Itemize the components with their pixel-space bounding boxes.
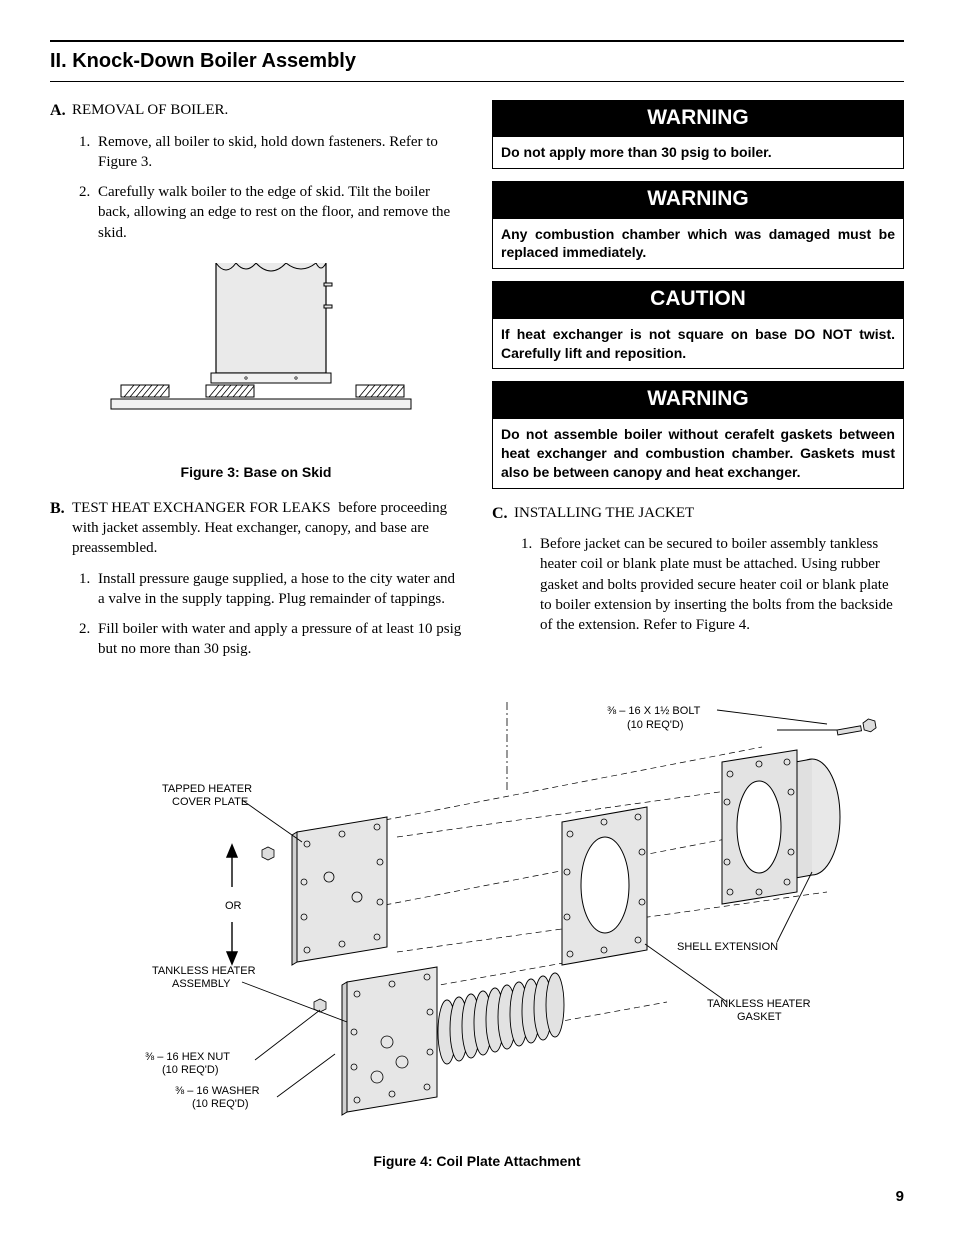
fig4-bolt-label: ⅜ – 16 X 1½ BOLT (607, 705, 701, 717)
warning-box: WARNING Do not apply more than 30 psig t… (492, 100, 904, 169)
figure-3 (50, 263, 462, 449)
section-b: B. TEST HEAT EXCHANGER FOR LEAKS before … (50, 498, 462, 559)
left-column: A. REMOVAL OF BOILER. Remove, all boiler… (50, 100, 462, 672)
callout-header: WARNING (492, 100, 904, 137)
list-item: Remove, all boiler to skid, hold down fa… (94, 132, 462, 173)
letter-c: C. (492, 505, 508, 522)
section-b-intro: TEST HEAT EXCHANGER FOR LEAKS before pro… (72, 498, 462, 559)
fig4-shell: SHELL EXTENSION (677, 941, 778, 953)
fig4-gasket-2: GASKET (737, 1011, 782, 1023)
callout-header: WARNING (492, 181, 904, 218)
letter-a: A (50, 102, 62, 119)
figure-3-caption: Figure 3: Base on Skid (50, 463, 462, 482)
section-a-intro: REMOVAL OF BOILER. (72, 100, 462, 122)
callout-body: If heat exchanger is not square on base … (492, 319, 904, 370)
callout-body: Do not assemble boiler without cerafelt … (492, 419, 904, 489)
fig4-bolt-req: (10 REQ'D) (627, 719, 684, 731)
letter-b: B (50, 500, 61, 517)
callout-body: Do not apply more than 30 psig to boiler… (492, 137, 904, 169)
fig4-hexnut-req: (10 REQ'D) (162, 1064, 219, 1076)
list-item: Carefully walk boiler to the edge of ski… (94, 182, 462, 243)
right-column: WARNING Do not apply more than 30 psig t… (492, 100, 904, 672)
fig4-tankless-2: ASSEMBLY (172, 978, 231, 990)
section-b-list: Install pressure gauge supplied, a hose … (50, 569, 462, 660)
section-title: II. Knock-Down Boiler Assembly (50, 48, 904, 75)
figure-4: ⅜ – 16 X 1½ BOLT (10 REQ'D) TAPPED HEATE… (50, 692, 904, 1138)
list-item: Install pressure gauge supplied, a hose … (94, 569, 462, 610)
section-c-list: Before jacket can be secured to boiler a… (492, 534, 904, 635)
callout-body: Any combustion chamber which was damaged… (492, 219, 904, 270)
caution-box: CAUTION If heat exchanger is not square … (492, 281, 904, 369)
page-number: 9 (50, 1187, 904, 1207)
fig4-hexnut: ⅜ – 16 HEX NUT (145, 1051, 230, 1063)
fig4-tankless-1: TANKLESS HEATER (152, 965, 256, 977)
list-item: Before jacket can be secured to boiler a… (536, 534, 904, 635)
list-item: Fill boiler with water and apply a press… (94, 619, 462, 660)
callout-header: WARNING (492, 381, 904, 418)
section-c-intro: INSTALLING THE JACKET (514, 503, 904, 525)
fig4-washer: ⅜ – 16 WASHER (175, 1085, 260, 1097)
section-a: A. REMOVAL OF BOILER. (50, 100, 462, 122)
section-a-list: Remove, all boiler to skid, hold down fa… (50, 132, 462, 243)
warning-box: WARNING Any combustion chamber which was… (492, 181, 904, 269)
fig4-coverplate-2: COVER PLATE (172, 796, 248, 808)
section-c: C. INSTALLING THE JACKET (492, 503, 904, 525)
fig4-washer-req: (10 REQ'D) (192, 1098, 249, 1110)
fig4-gasket-1: TANKLESS HEATER (707, 998, 811, 1010)
callout-header: CAUTION (492, 281, 904, 318)
section-b-lead: TEST HEAT EXCHANGER FOR LEAKS (72, 500, 331, 516)
warning-box: WARNING Do not assemble boiler without c… (492, 381, 904, 488)
fig4-or: OR (225, 900, 242, 912)
fig4-coverplate-1: TAPPED HEATER (162, 783, 252, 795)
figure-4-caption: Figure 4: Coil Plate Attachment (50, 1152, 904, 1171)
